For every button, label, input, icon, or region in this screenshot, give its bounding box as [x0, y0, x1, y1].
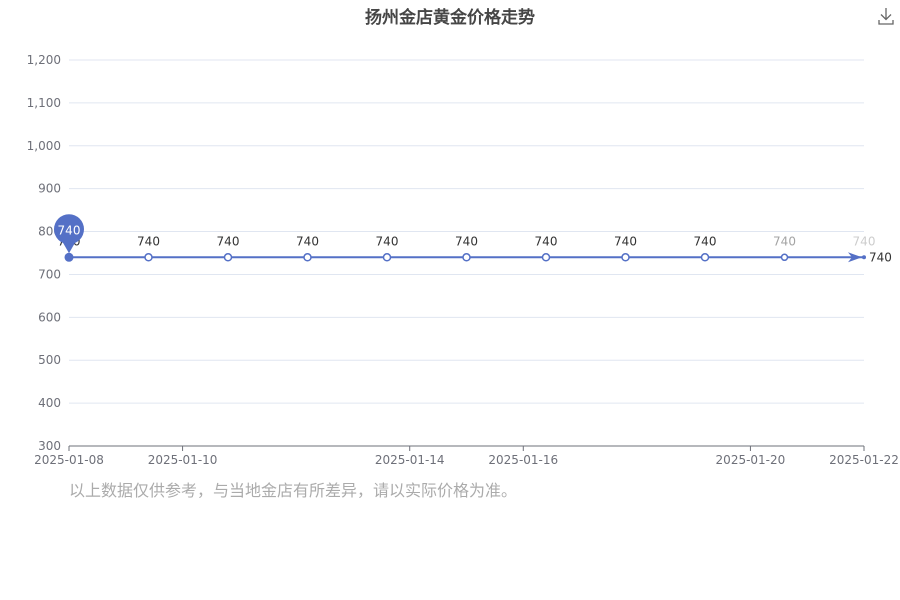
arrow-marker: [848, 252, 862, 263]
x-tick-label: 2025-01-20: [716, 453, 786, 467]
download-icon: [878, 8, 894, 25]
x-tick-label: 2025-01-22: [829, 453, 899, 467]
data-point: [382, 253, 392, 262]
price-series: [64, 252, 866, 263]
data-label: 740: [376, 234, 399, 248]
data-label: 740: [853, 234, 876, 248]
data-label: 740: [217, 234, 240, 248]
data-label: 740: [614, 234, 637, 248]
data-point: [621, 253, 630, 262]
data-label: 740: [296, 234, 319, 248]
y-tick-label: 1,100: [27, 96, 61, 110]
data-label: 740: [535, 234, 558, 248]
data-point: [780, 253, 789, 262]
data-label: 740: [694, 234, 717, 248]
x-tick-label: 2025-01-08: [34, 453, 104, 467]
download-button[interactable]: [875, 5, 897, 27]
y-tick-label: 400: [38, 396, 61, 410]
data-point: [700, 253, 710, 262]
max-pin-label: 740: [58, 223, 81, 237]
data-point: [862, 255, 866, 260]
y-tick-label: 900: [38, 182, 61, 196]
x-tick-label: 2025-01-14: [375, 453, 445, 467]
data-label: 740: [455, 234, 478, 248]
y-tick-label: 1,200: [27, 53, 61, 67]
disclaimer-text: 以上数据仅供参考，与当地金店有所差异，请以实际价格为准。: [69, 481, 518, 500]
data-label: 740: [773, 234, 796, 248]
y-tick-label: 300: [38, 439, 61, 453]
data-label: 740: [137, 234, 160, 248]
grid-lines: [69, 59, 864, 404]
x-tick-label: 2025-01-16: [488, 453, 558, 467]
data-point: [303, 253, 312, 262]
x-tick-label: 2025-01-10: [148, 453, 218, 467]
markers: 740 740: [54, 214, 892, 264]
data-point: [462, 253, 471, 262]
y-tick-label: 600: [38, 310, 61, 324]
end-label: 740: [869, 250, 892, 264]
y-tick-label: 1,000: [27, 139, 61, 153]
data-point: [64, 252, 74, 262]
x-axis: 2025-01-08 2025-01-10 2025-01-14 2025-01-16…: [34, 445, 899, 467]
max-pin-icon: [54, 214, 84, 245]
data-point: [144, 253, 153, 262]
y-tick-label: 700: [38, 267, 61, 281]
data-point: [223, 253, 233, 262]
chart-title: 扬州金店黄金价格走势: [365, 8, 535, 28]
data-point: [541, 253, 551, 262]
y-tick-label: 500: [38, 353, 61, 367]
